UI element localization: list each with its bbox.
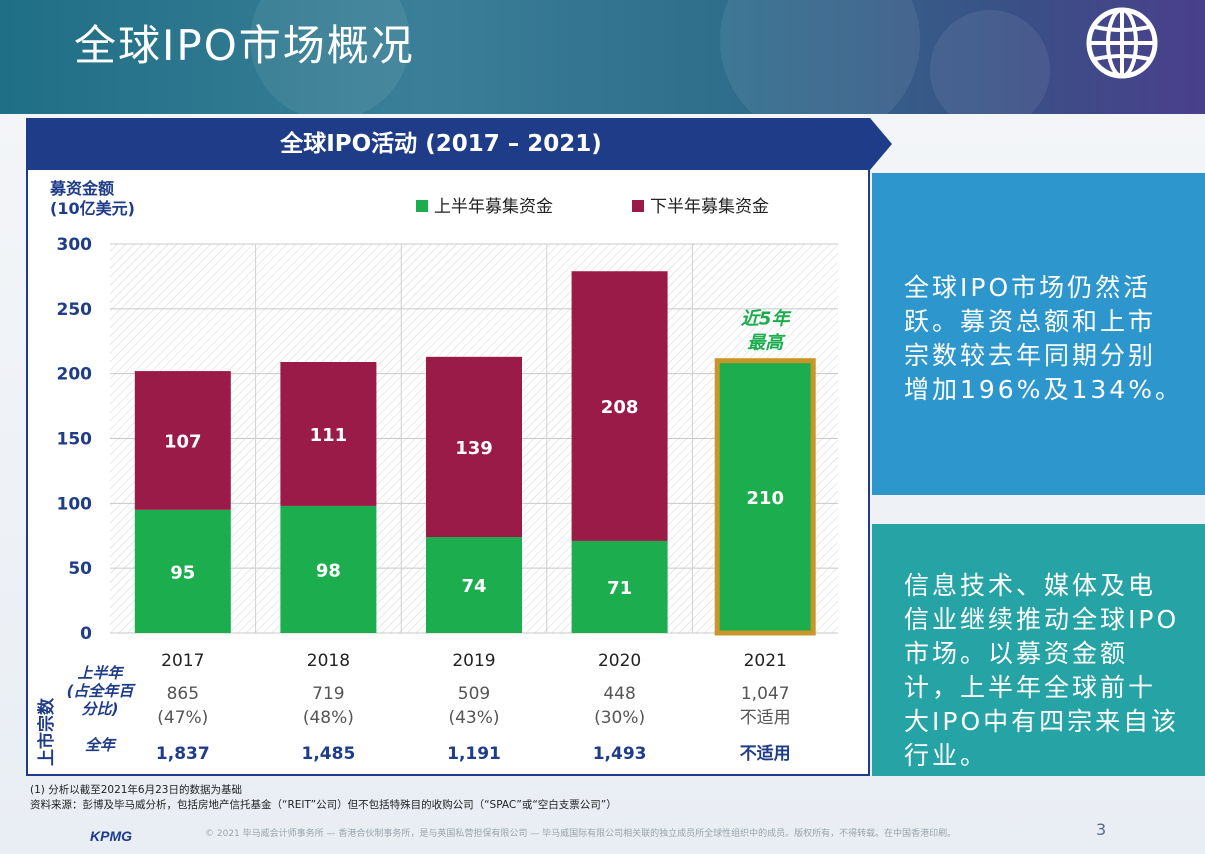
footnotes: (1) 分析以截至2021年6月23日的数据为基础 资料来源：彭博及毕马威分析，… [30,783,617,813]
data-label: 71 [607,578,632,599]
h1-count: 509 [458,684,490,704]
y-tick-label: 200 [57,365,93,385]
h1-row-label: (占全年百 [67,682,137,700]
data-label: 98 [316,560,341,581]
panel-title-banner: 全球IPO活动 (2017 – 2021) [26,118,894,170]
y-tick-label: 150 [57,430,93,450]
bar-h2 [134,371,231,510]
insight-box-activity: 全球IPO市场仍然活跃。募资总额和上市宗数较去年同期分别增加196%及134%。 [872,173,1205,495]
copyright-text: © 2021 毕马威会计师事务所 — 香港合伙制事务所，是与英国私营担保有限公司… [205,829,957,839]
h1-percent: (30%) [594,708,645,728]
y-axis-title: (10亿美元) [50,199,135,218]
full-year-count: 1,485 [302,744,356,764]
insight-box-tmt: 信息技术、媒体及电信业继续推动全球IPO市场。以募资金额计，上半年全球前十大IP… [872,524,1205,776]
data-label: 210 [746,488,784,509]
page-title: 全球IPO市场概况 [74,21,415,70]
bar-h2 [571,271,668,541]
background-coin [720,0,920,114]
arrow-banner-shape [26,118,892,170]
y-tick-label: 250 [57,300,93,320]
kpmg-logo: KPMG [90,828,132,844]
legend-label: 上半年募集资金 [434,197,553,217]
source-note: 资料来源：彭博及毕马威分析，包括房地产信托基金（“REIT”公司）但不包括特殊目… [30,799,617,811]
y-tick-label: 300 [57,235,93,255]
x-tick-label: 2019 [452,651,495,671]
y-tick-label: 100 [57,494,93,514]
y-tick-label: 0 [80,624,92,644]
background-coin [250,0,410,114]
full-year-count: 不适用 [740,744,791,764]
h1-percent: (48%) [303,708,354,728]
data-label: 74 [461,576,486,597]
h1-percent: 不适用 [740,708,791,728]
data-label: 111 [310,425,348,446]
h1-percent: (47%) [157,708,208,728]
data-label: 107 [164,431,202,452]
data-label: 208 [601,397,639,418]
footnote-1: (1) 分析以截至2021年6月23日的数据为基础 [30,784,242,796]
bar-h2 [426,356,522,538]
data-label: 139 [455,438,493,459]
x-tick-label: 2017 [161,651,204,671]
h1-percent: (43%) [448,708,499,728]
legend-swatch [632,200,644,212]
y-axis-title: 募资金额 [49,179,114,198]
x-tick-label: 2018 [307,651,350,671]
h1-count: 865 [167,684,199,704]
data-label: 95 [170,562,195,583]
legend-label: 下半年募集资金 [650,197,769,217]
annotation-label: 最高 [747,333,786,354]
y-tick-label: 50 [68,559,92,579]
page-number: 3 [1096,820,1107,839]
full-year-count: 1,493 [593,744,647,764]
annotation-label: 近5年 [741,309,793,330]
bar-h1 [426,537,522,633]
bar-h1 [714,358,816,636]
h1-count: 1,047 [741,684,790,704]
panel-title: 全球IPO活动 (2017 – 2021) [280,131,602,157]
h1-row-label: 上半年 [77,664,124,682]
x-tick-label: 2021 [744,651,787,671]
full-year-count: 1,191 [447,744,501,764]
full-year-row-label: 全年 [85,736,117,754]
background-coin [930,10,1050,114]
globe-icon [1086,7,1158,79]
header-banner: 全球IPO市场概况 [0,0,1205,114]
listings-side-label: 上市宗数 [36,697,57,766]
h1-row-label: 分比) [82,700,119,718]
x-tick-label: 2020 [598,651,641,671]
full-year-count: 1,837 [156,744,210,764]
legend-swatch [416,200,428,212]
h1-count: 448 [603,684,635,704]
bar-h1 [571,540,668,633]
bar-h1 [134,509,231,633]
bar-h1 [280,505,377,633]
bar-h2 [280,361,377,506]
h1-count: 719 [312,684,344,704]
